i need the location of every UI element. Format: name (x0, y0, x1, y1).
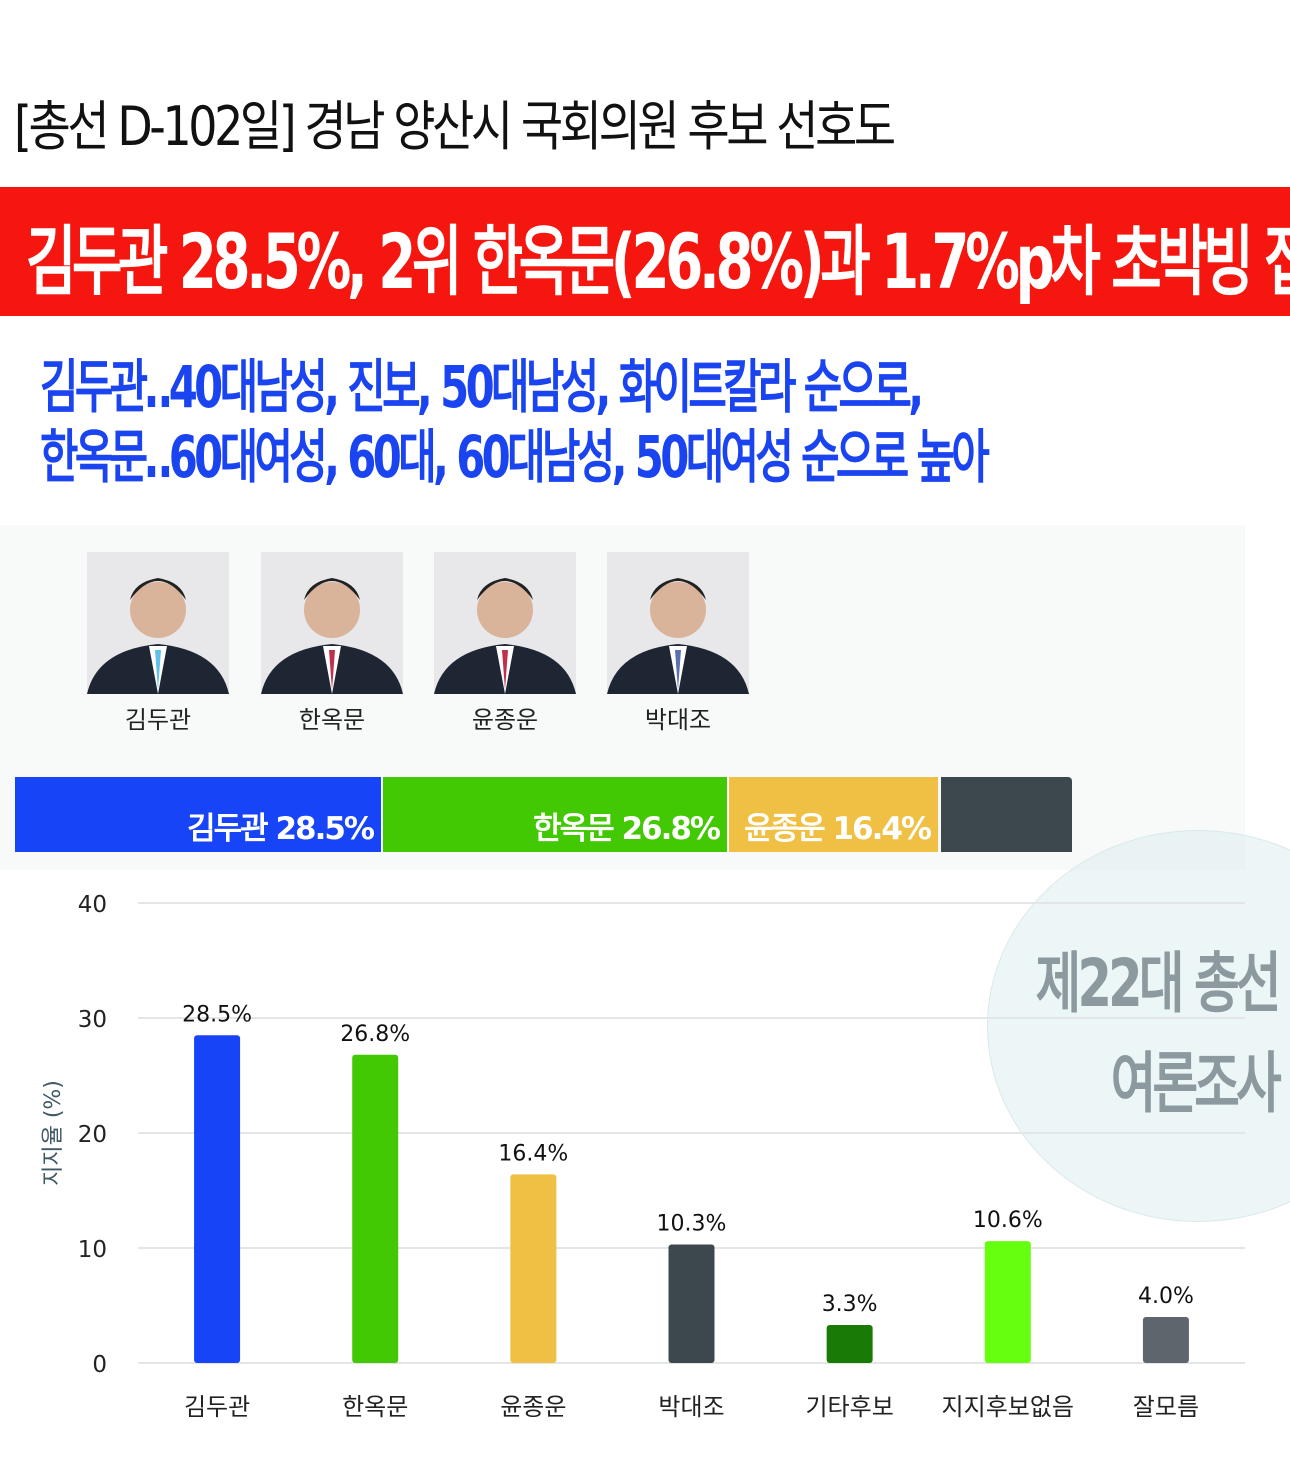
candidate-name: 한옥문 (298, 706, 366, 734)
x-tick-label: 기타후보 (805, 1393, 893, 1421)
y-tick-label: 0 (92, 1352, 107, 1378)
bar (668, 1244, 715, 1363)
x-tick-label: 지지후보없음 (942, 1393, 1074, 1421)
data-label: 4.0% (1138, 1284, 1194, 1309)
headline-band (0, 187, 1290, 316)
candidate-name: 박대조 (644, 706, 712, 734)
x-tick-label: 잘모름 (1133, 1393, 1199, 1421)
summary-segment: 윤종운 16.4% (729, 777, 938, 852)
x-tick-label: 김두관 (184, 1393, 250, 1421)
summary-segment: 한옥문 26.8% (383, 777, 727, 852)
candidate-photo (434, 552, 576, 694)
bar (194, 1035, 241, 1363)
x-tick-label: 윤종운 (500, 1393, 566, 1421)
subtitle-line-1: 김두관‥40대남성, 진보, 50대남성, 화이트칼라 순으로, (40, 353, 924, 421)
bar (352, 1054, 399, 1363)
watermark-line-2: 여론조사 (1110, 1045, 1282, 1122)
candidate-name: 윤종운 (471, 706, 539, 734)
data-label: 16.4% (498, 1141, 568, 1166)
page-title: [총선 D-102일] 경남 양산시 국회의원 후보 선호도 (14, 95, 896, 158)
subtitle-line-2: 한옥문‥60대여성, 60대, 60대남성, 50대여성 순으로 높아 (40, 423, 990, 491)
y-tick-label: 40 (78, 892, 107, 918)
candidate-photo (607, 552, 749, 694)
data-label: 26.8% (340, 1022, 410, 1047)
summary-segment: 김두관 28.5% (15, 777, 381, 852)
data-label: 3.3% (822, 1292, 878, 1317)
y-axis-label: 지지율 (%) (41, 1080, 66, 1186)
candidate-photo (261, 552, 403, 694)
summary-segment (941, 777, 1072, 852)
bar (826, 1325, 873, 1363)
x-tick-label: 박대조 (658, 1393, 724, 1421)
x-tick-label: 한옥문 (342, 1393, 408, 1421)
bar (1142, 1317, 1189, 1363)
y-tick-label: 30 (78, 1007, 107, 1033)
data-label: 10.6% (973, 1208, 1043, 1233)
bar (510, 1174, 557, 1363)
headline: 김두관 28.5%, 2위 한옥문(26.8%)과 1.7%p차 초박빙 접전 (26, 217, 1290, 306)
candidate-name: 김두관 (124, 706, 192, 734)
candidate-photo (87, 552, 229, 694)
data-label: 10.3% (657, 1212, 727, 1237)
watermark-line-1: 제22대 총선 (1035, 945, 1282, 1022)
y-tick-label: 10 (78, 1237, 107, 1263)
data-label: 28.5% (182, 1002, 252, 1027)
y-tick-label: 20 (78, 1122, 107, 1148)
bar (984, 1241, 1031, 1363)
